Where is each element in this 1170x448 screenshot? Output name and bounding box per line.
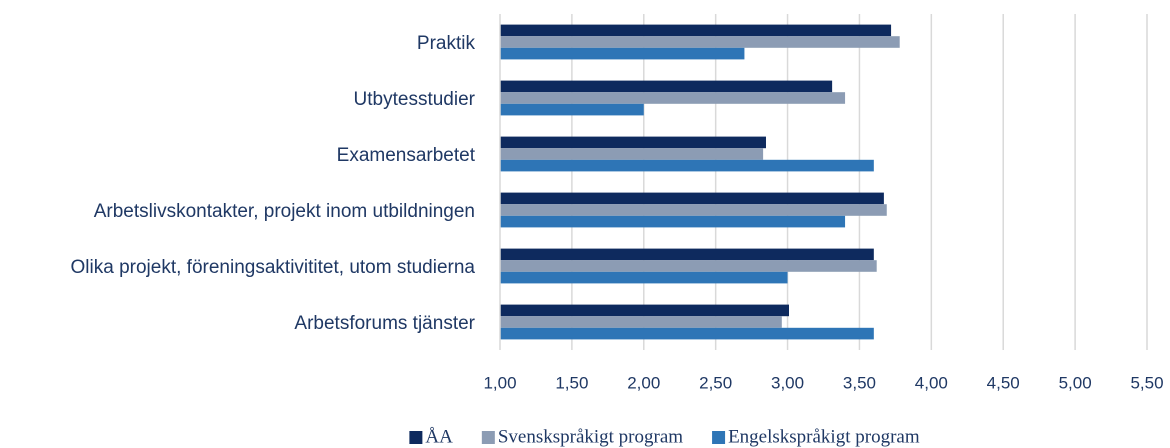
legend-label: Engelskspråkigt program xyxy=(728,426,920,447)
bar xyxy=(500,47,745,60)
category-label: Olika projekt, föreningsaktivititet, uto… xyxy=(71,257,476,278)
bar xyxy=(500,159,874,172)
bar xyxy=(500,24,892,37)
x-tick-label: 3,50 xyxy=(843,373,876,392)
x-tick-label: 1,50 xyxy=(555,373,588,392)
x-tick-label: 4,00 xyxy=(915,373,948,392)
x-tick-label: 5,50 xyxy=(1130,373,1163,392)
legend-label: Svenskspråkigt program xyxy=(498,426,683,447)
category-label: Examensarbetet xyxy=(337,145,476,166)
legend-label: ÅA xyxy=(425,426,453,447)
bar xyxy=(500,316,782,328)
bar xyxy=(500,36,900,48)
bar xyxy=(500,204,887,216)
bar xyxy=(500,92,846,104)
legend-swatch xyxy=(481,431,495,444)
bar xyxy=(500,260,877,272)
bar xyxy=(500,103,644,116)
x-tick-label: 4,50 xyxy=(987,373,1020,392)
bar xyxy=(500,248,874,261)
bar xyxy=(500,148,764,160)
bar xyxy=(500,192,884,205)
bar xyxy=(500,271,788,284)
category-label: Utbytesstudier xyxy=(354,89,476,110)
category-label: Praktik xyxy=(417,33,476,54)
bar xyxy=(500,136,766,149)
category-label: Arbetsforums tjänster xyxy=(294,313,475,334)
x-tick-label: 1,00 xyxy=(483,373,516,392)
category-label: Arbetslivskontakter, projekt inom utbild… xyxy=(94,201,475,222)
bar xyxy=(500,80,833,93)
bar xyxy=(500,215,846,228)
bar xyxy=(500,327,874,340)
x-tick-label: 2,50 xyxy=(699,373,732,392)
bar xyxy=(500,304,789,317)
legend-swatch xyxy=(712,431,726,444)
legend-swatch xyxy=(409,431,423,444)
x-tick-label: 2,00 xyxy=(627,373,660,392)
x-tick-label: 3,00 xyxy=(771,373,804,392)
x-tick-label: 5,00 xyxy=(1059,373,1092,392)
